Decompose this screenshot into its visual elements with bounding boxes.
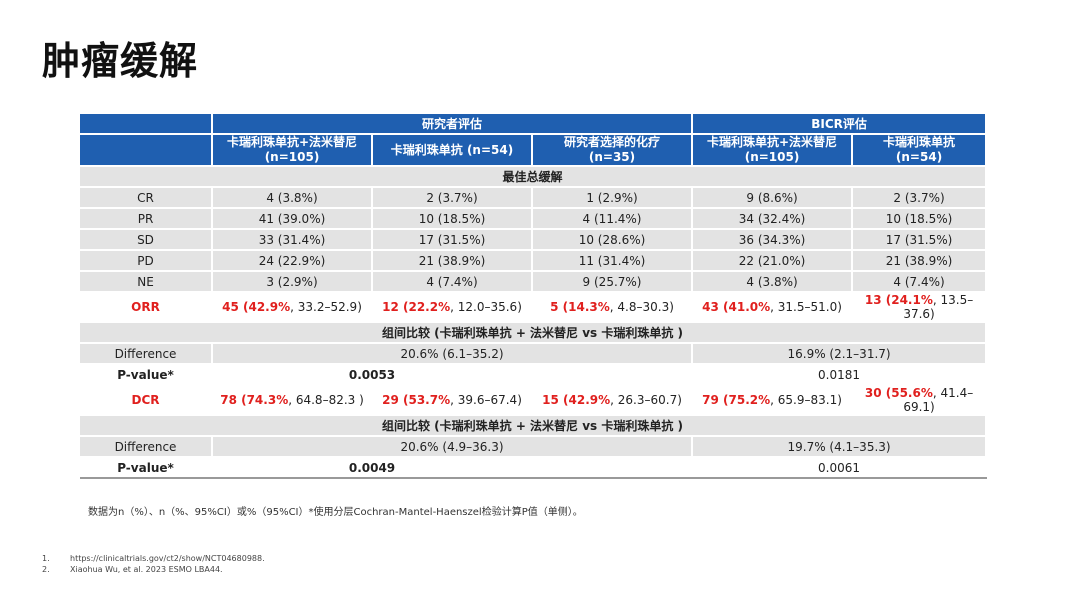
table-cell: 9 (25.7%) xyxy=(532,271,694,293)
comparison-label: 组间比较 (卡瑞利珠单抗 + 法米替尼 vs 卡瑞利珠单抗 ) xyxy=(80,415,988,437)
dcr-cell: 78 (74.3%, 64.8–82.3 ) xyxy=(212,385,373,416)
orr-ci: , 4.8–30.3) xyxy=(609,300,674,314)
table-cell: 11 (31.4%) xyxy=(532,250,694,272)
reference-number: 2. xyxy=(42,565,50,574)
row-label: NE xyxy=(80,271,213,293)
table-cell: 22 (21.0%) xyxy=(692,250,854,272)
references: 1. https://clinicaltrials.gov/ct2/show/NC… xyxy=(42,553,265,575)
dcr-ci: , 26.3–60.7) xyxy=(610,393,682,407)
column-header: 卡瑞利珠单抗 (n=54) xyxy=(852,134,988,167)
table-cell: 10 (28.6%) xyxy=(532,229,694,251)
table-cell: 9 (8.6%) xyxy=(692,187,854,209)
dcr-main-value: 30 (55.6% xyxy=(864,386,933,400)
orr-cell: 43 (41.0%, 31.5–51.0) xyxy=(692,292,854,323)
orr-ci: , 12.0–35.6) xyxy=(450,300,522,314)
row-label: PR xyxy=(80,208,213,230)
dcr-ci: , 65.9–83.1) xyxy=(770,393,842,407)
dcr-main-value: 15 (42.9% xyxy=(542,393,611,407)
row-label: SD xyxy=(80,229,213,251)
orr-cell: 12 (22.2%, 12.0–35.6) xyxy=(372,292,533,323)
orr-label: ORR xyxy=(80,292,213,323)
dcr-label: DCR xyxy=(80,385,213,416)
dcr-main-value: 29 (53.7% xyxy=(382,393,451,407)
reference-item: 2. Xiaohua Wu, et al. 2023 ESMO LBA44. xyxy=(42,564,265,575)
orr-cell: 45 (42.9%, 33.2–52.9) xyxy=(212,292,373,323)
group-header-investigator: 研究者评估 xyxy=(212,114,694,135)
group-header-bicr: BICR评估 xyxy=(692,114,988,135)
table-cell: 10 (18.5%) xyxy=(372,208,533,230)
pvalue-investigator: 0.0049 xyxy=(212,457,533,479)
header-corner xyxy=(80,114,213,135)
difference-investigator: 20.6% (6.1–35.2) xyxy=(212,343,694,365)
dcr-cell: 29 (53.7%, 39.6–67.4) xyxy=(372,385,533,416)
orr-main-value: 45 (42.9% xyxy=(222,300,291,314)
orr-ci: , 31.5–51.0) xyxy=(770,300,842,314)
row-label: PD xyxy=(80,250,213,272)
table-cell: 4 (3.8%) xyxy=(212,187,373,209)
orr-ci: , 13.5–37.6) xyxy=(903,293,974,321)
table-cell: 36 (34.3%) xyxy=(692,229,854,251)
pvalue-investigator: 0.0053 xyxy=(212,364,533,386)
comparison-label: 组间比较 (卡瑞利珠单抗 + 法米替尼 vs 卡瑞利珠单抗 ) xyxy=(80,322,988,344)
section-label: 最佳总缓解 xyxy=(80,166,988,188)
pvalue-bicr: 0.0061 xyxy=(692,457,988,479)
dcr-main-value: 79 (75.2% xyxy=(702,393,771,407)
table-cell: 4 (7.4%) xyxy=(852,271,988,293)
table-cell: 1 (2.9%) xyxy=(532,187,694,209)
page-title: 肿瘤缓解 xyxy=(42,39,199,83)
table-cell: 33 (31.4%) xyxy=(212,229,373,251)
column-header: 卡瑞利珠单抗+法米替尼 (n=105) xyxy=(212,134,373,167)
orr-main-value: 43 (41.0% xyxy=(702,300,771,314)
orr-main-value: 12 (22.2% xyxy=(382,300,451,314)
table-cell: 10 (18.5%) xyxy=(852,208,988,230)
column-header: 研究者选择的化疗 (n=35) xyxy=(532,134,694,167)
orr-ci: , 33.2–52.9) xyxy=(290,300,362,314)
reference-number: 1. xyxy=(42,554,50,563)
pvalue-bicr: 0.0181 xyxy=(692,364,988,386)
difference-bicr: 19.7% (4.1–35.3) xyxy=(692,436,988,458)
orr-main-value: 13 (24.1% xyxy=(864,293,933,307)
orr-cell: 5 (14.3%, 4.8–30.3) xyxy=(532,292,694,323)
table-cell: 41 (39.0%) xyxy=(212,208,373,230)
table-cell: 2 (3.7%) xyxy=(372,187,533,209)
reference-text: Xiaohua Wu, et al. 2023 ESMO LBA44. xyxy=(70,565,223,574)
row-label: P-value* xyxy=(80,457,213,479)
table-cell: 21 (38.9%) xyxy=(372,250,533,272)
table-cell: 17 (31.5%) xyxy=(372,229,533,251)
dcr-cell: 30 (55.6%, 41.4–69.1) xyxy=(852,385,988,416)
difference-investigator: 20.6% (4.9–36.3) xyxy=(212,436,694,458)
difference-bicr: 16.9% (2.1–31.7) xyxy=(692,343,988,365)
table-cell: 34 (32.4%) xyxy=(692,208,854,230)
table-cell: 17 (31.5%) xyxy=(852,229,988,251)
row-label: P-value* xyxy=(80,364,213,386)
reference-item: 1. https://clinicaltrials.gov/ct2/show/NC… xyxy=(42,553,265,564)
table-cell: 4 (7.4%) xyxy=(372,271,533,293)
row-label: Difference xyxy=(80,343,213,365)
dcr-ci: , 39.6–67.4) xyxy=(450,393,522,407)
empty-cell xyxy=(532,364,694,386)
orr-main-value: 5 (14.3% xyxy=(550,300,610,314)
row-label: CR xyxy=(80,187,213,209)
orr-cell: 13 (24.1%, 13.5–37.6) xyxy=(852,292,988,323)
table-cell: 2 (3.7%) xyxy=(852,187,988,209)
tumor-response-table: 研究者评估 BICR评估 卡瑞利珠单抗+法米替尼 (n=105) 卡瑞利珠单抗 (… xyxy=(80,114,988,479)
table-cell: 21 (38.9%) xyxy=(852,250,988,272)
table-cell: 3 (2.9%) xyxy=(212,271,373,293)
row-label: Difference xyxy=(80,436,213,458)
dcr-cell: 15 (42.9%, 26.3–60.7) xyxy=(532,385,694,416)
empty-cell xyxy=(532,457,694,479)
dcr-main-value: 78 (74.3% xyxy=(220,393,289,407)
header-corner-2 xyxy=(80,134,213,167)
table-cell: 4 (11.4%) xyxy=(532,208,694,230)
dcr-ci: , 41.4–69.1) xyxy=(903,386,974,414)
table-cell: 4 (3.8%) xyxy=(692,271,854,293)
column-header: 卡瑞利珠单抗+法米替尼 (n=105) xyxy=(692,134,854,167)
reference-link[interactable]: https://clinicaltrials.gov/ct2/show/NCT0… xyxy=(70,554,265,563)
column-header: 卡瑞利珠单抗 (n=54) xyxy=(372,134,533,167)
dcr-cell: 79 (75.2%, 65.9–83.1) xyxy=(692,385,854,416)
dcr-ci: , 64.8–82.3 ) xyxy=(288,393,364,407)
footnote: 数据为n（%）、n（%、95%CI）或%（95%CI）*使用分层Cochran-… xyxy=(88,507,583,518)
table-cell: 24 (22.9%) xyxy=(212,250,373,272)
